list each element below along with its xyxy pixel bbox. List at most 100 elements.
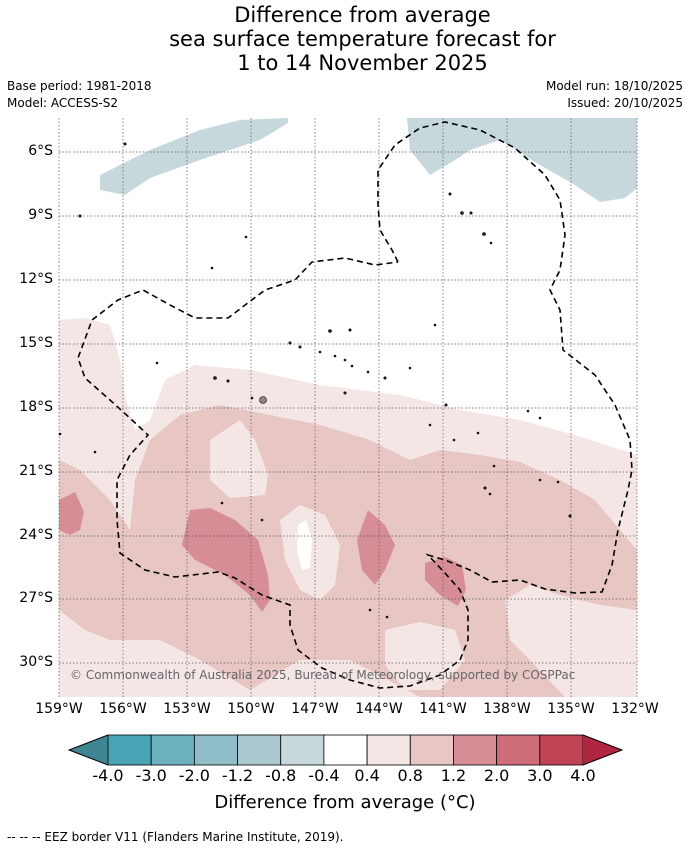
colorbar-tick-label: 1.2: [440, 766, 467, 785]
colorbar-segment: [323, 734, 368, 766]
island: [460, 211, 464, 215]
colorbar-segment: [280, 734, 325, 766]
island: [448, 192, 452, 196]
island: [348, 328, 352, 332]
island: [433, 323, 437, 327]
island: [383, 376, 387, 380]
colorbar-tick-label: 3.0: [527, 766, 553, 785]
lat-label-18s: 18°S: [19, 399, 53, 415]
lon-label-135w: 135°W: [547, 701, 595, 717]
island: [298, 345, 302, 349]
island: [123, 142, 127, 146]
colorbar-segment: [539, 734, 584, 766]
island: [288, 341, 292, 345]
island: [408, 366, 412, 370]
colorbar-tick-label: 0.4: [354, 766, 380, 785]
lon-label-156w: 156°W: [99, 701, 147, 717]
issued-date: Issued: 20/10/2025: [567, 96, 683, 110]
warm-anomaly-patch-light-1: [210, 420, 268, 498]
colorbar-tick-label: -0.4: [308, 766, 340, 785]
island: [488, 492, 492, 496]
warm-anomaly-patch-light-5: [59, 650, 185, 697]
island: [469, 211, 473, 215]
lat-label-9s: 9°S: [28, 207, 53, 223]
warm-anomaly-region-strong-3: [425, 557, 466, 606]
island: [452, 438, 456, 442]
island: [250, 396, 254, 400]
island: [483, 486, 487, 490]
island: [93, 450, 97, 454]
islands: [58, 142, 572, 619]
warm-anomaly-region-strong-1: [182, 508, 270, 612]
island: [366, 370, 370, 374]
title-line-1: Difference from average: [234, 3, 491, 27]
island: [328, 329, 332, 333]
island: [318, 350, 322, 354]
lon-label-138w: 138°W: [483, 701, 531, 717]
colorbar-segment: [237, 734, 282, 766]
lat-label-30s: 30°S: [19, 654, 53, 670]
island: [155, 361, 159, 365]
anomaly-field: [59, 118, 637, 697]
colorbar-extend-low: [69, 735, 108, 765]
eez-legend: -- -- -- EEZ border V11 (Flanders Marine…: [7, 830, 344, 844]
copyright-notice: © Commonwealth of Australia 2025, Bureau…: [70, 668, 576, 682]
island: [260, 518, 264, 522]
colorbar-tick-label: -0.8: [265, 766, 297, 785]
colorbar-segment: [453, 734, 498, 766]
lon-label-150w: 150°W: [227, 701, 275, 717]
colorbar-tick-label: 4.0: [570, 766, 596, 785]
meta-left: Base period: 1981-2018 Model: ACCESS-S2: [7, 78, 152, 112]
colorbar-tick-label: -4.0: [92, 766, 124, 785]
island: [482, 232, 486, 236]
colorbar-extend-high: [583, 735, 622, 765]
warm-anomaly-region-strong-2: [357, 510, 395, 585]
island: [385, 615, 389, 619]
colorbar-tick-label: -3.0: [135, 766, 167, 785]
colorbar-tick-label: -2.0: [178, 766, 210, 785]
colorbar-outline-high: [582, 734, 624, 766]
island: [368, 608, 372, 612]
island: [210, 266, 214, 270]
colorbar-tick-label: -1.2: [221, 766, 254, 785]
island: [489, 241, 493, 245]
island: [220, 501, 224, 505]
warm-anomaly-region-moderate: [59, 405, 637, 697]
colorbar-label: Difference from average (°C): [214, 792, 476, 813]
colorbar-segment: [366, 734, 411, 766]
island: [343, 358, 347, 362]
lon-label-159w: 159°W: [35, 701, 83, 717]
island: [58, 432, 62, 436]
island: [213, 376, 217, 380]
colorbar-segment: [409, 734, 454, 766]
lat-label-27s: 27°S: [19, 590, 53, 606]
island: [492, 464, 496, 468]
colorbar-segment: [496, 734, 541, 766]
island: [526, 409, 530, 413]
lat-label-24s: 24°S: [19, 527, 53, 543]
colorbar-segment: [150, 734, 195, 766]
lon-label-147w: 147°W: [291, 701, 339, 717]
island: [244, 235, 248, 239]
warm-anomaly-region-strong-4: [59, 492, 84, 535]
island: [476, 431, 480, 435]
model-run: Model run: 18/10/2025: [545, 79, 683, 93]
island: [333, 354, 337, 358]
title-line-3: 1 to 14 November 2025: [237, 51, 488, 75]
island: [538, 416, 542, 420]
base-period: Base period: 1981-2018: [7, 79, 152, 93]
island: [444, 403, 448, 407]
cool-anomaly-region-nw: [100, 118, 288, 195]
lon-label-144w: 144°W: [355, 701, 403, 717]
chart-title: Difference from average sea surface temp…: [0, 3, 690, 75]
model-name: Model: ACCESS-S2: [7, 96, 119, 110]
title-line-2: sea surface temperature forecast for: [169, 27, 556, 51]
map-panel: [58, 118, 638, 697]
island: [428, 423, 432, 427]
island: [259, 396, 267, 404]
island: [343, 391, 347, 395]
lon-label-153w: 153°W: [163, 701, 211, 717]
neutral-patch: [297, 520, 312, 570]
lat-label-12s: 12°S: [19, 271, 53, 287]
island: [78, 214, 82, 218]
